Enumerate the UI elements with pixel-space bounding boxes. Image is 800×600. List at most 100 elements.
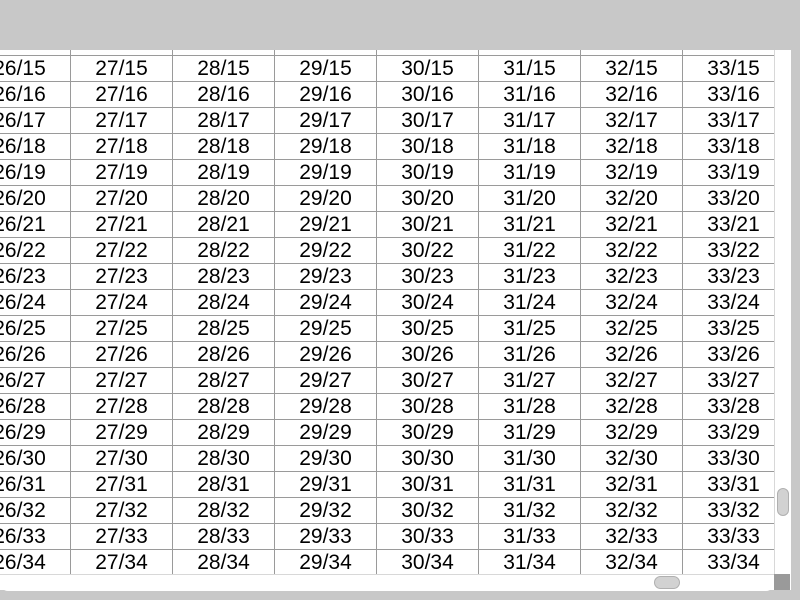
- table-cell[interactable]: 29/22: [274, 237, 377, 264]
- table-cell[interactable]: 31/33: [478, 523, 581, 550]
- table-cell[interactable]: 32/31: [580, 471, 683, 498]
- table-cell[interactable]: 30/31: [376, 471, 479, 498]
- table-cell[interactable]: 33/16: [682, 81, 785, 108]
- table-cell[interactable]: 28/24: [172, 289, 275, 316]
- horizontal-scrollbar[interactable]: [0, 574, 774, 591]
- table-cell[interactable]: 30/15: [376, 55, 479, 82]
- table-cell[interactable]: 31/29: [478, 419, 581, 446]
- table-cell[interactable]: 27/15: [70, 55, 173, 82]
- table-cell[interactable]: 30/24: [376, 289, 479, 316]
- table-cell[interactable]: 28/31: [172, 471, 275, 498]
- table-cell[interactable]: 28/18: [172, 133, 275, 160]
- table-cell[interactable]: 26/25: [0, 315, 71, 342]
- table-cell[interactable]: 28/29: [172, 419, 275, 446]
- table-cell[interactable]: 31/31: [478, 471, 581, 498]
- table-cell[interactable]: 30/17: [376, 107, 479, 134]
- table-cell[interactable]: 26/19: [0, 159, 71, 186]
- table-cell[interactable]: 28/17: [172, 107, 275, 134]
- table-cell[interactable]: 28/16: [172, 81, 275, 108]
- table-cell[interactable]: 33/34: [682, 549, 785, 576]
- vertical-scroll-thumb[interactable]: [777, 488, 789, 516]
- table-cell[interactable]: 32/33: [580, 523, 683, 550]
- table-cell[interactable]: 28/26: [172, 341, 275, 368]
- table-cell[interactable]: 27/18: [70, 133, 173, 160]
- table-cell[interactable]: 29/32: [274, 497, 377, 524]
- table-cell[interactable]: 28/20: [172, 185, 275, 212]
- table-cell[interactable]: 32/23: [580, 263, 683, 290]
- table-cell[interactable]: 26/26: [0, 341, 71, 368]
- table-cell[interactable]: 33/21: [682, 211, 785, 238]
- table-cell[interactable]: 30/19: [376, 159, 479, 186]
- table-cell[interactable]: 28/22: [172, 237, 275, 264]
- table-cell[interactable]: 31/20: [478, 185, 581, 212]
- table-cell[interactable]: 27/28: [70, 393, 173, 420]
- table-cell[interactable]: 29/28: [274, 393, 377, 420]
- table-cell[interactable]: 30/29: [376, 419, 479, 446]
- table-cell[interactable]: 32/24: [580, 289, 683, 316]
- table-cell[interactable]: 29/21: [274, 211, 377, 238]
- table-cell[interactable]: 26/30: [0, 445, 71, 472]
- table-cell[interactable]: 28/33: [172, 523, 275, 550]
- table-cell[interactable]: 26/27: [0, 367, 71, 394]
- table-cell[interactable]: 29/17: [274, 107, 377, 134]
- table-cell[interactable]: 27/27: [70, 367, 173, 394]
- table-cell[interactable]: 31/30: [478, 445, 581, 472]
- cell-grid[interactable]: 26/1427/1428/1429/1430/1431/1432/1433/14…: [0, 50, 785, 576]
- table-cell[interactable]: 32/22: [580, 237, 683, 264]
- table-cell[interactable]: 29/20: [274, 185, 377, 212]
- table-cell[interactable]: 32/15: [580, 55, 683, 82]
- table-cell[interactable]: 31/17: [478, 107, 581, 134]
- table-cell[interactable]: 33/18: [682, 133, 785, 160]
- table-cell[interactable]: 29/19: [274, 159, 377, 186]
- horizontal-scroll-thumb[interactable]: [654, 576, 680, 589]
- spreadsheet-viewport[interactable]: 26/1427/1428/1429/1430/1431/1432/1433/14…: [0, 50, 790, 590]
- table-cell[interactable]: 28/28: [172, 393, 275, 420]
- table-cell[interactable]: 27/21: [70, 211, 173, 238]
- table-cell[interactable]: 33/15: [682, 55, 785, 82]
- table-cell[interactable]: 32/25: [580, 315, 683, 342]
- table-cell[interactable]: 30/21: [376, 211, 479, 238]
- table-cell[interactable]: 27/33: [70, 523, 173, 550]
- table-cell[interactable]: 31/34: [478, 549, 581, 576]
- table-cell[interactable]: 26/23: [0, 263, 71, 290]
- table-cell[interactable]: 29/27: [274, 367, 377, 394]
- table-cell[interactable]: 27/22: [70, 237, 173, 264]
- table-cell[interactable]: 31/28: [478, 393, 581, 420]
- table-cell[interactable]: 33/17: [682, 107, 785, 134]
- table-cell[interactable]: 31/27: [478, 367, 581, 394]
- table-cell[interactable]: 26/24: [0, 289, 71, 316]
- table-cell[interactable]: 26/17: [0, 107, 71, 134]
- table-cell[interactable]: 28/21: [172, 211, 275, 238]
- table-cell[interactable]: 28/15: [172, 55, 275, 82]
- table-cell[interactable]: 26/22: [0, 237, 71, 264]
- table-cell[interactable]: 27/24: [70, 289, 173, 316]
- table-cell[interactable]: 31/22: [478, 237, 581, 264]
- table-cell[interactable]: 27/34: [70, 549, 173, 576]
- table-cell[interactable]: 31/25: [478, 315, 581, 342]
- table-cell[interactable]: 32/29: [580, 419, 683, 446]
- table-cell[interactable]: 28/19: [172, 159, 275, 186]
- table-cell[interactable]: 29/26: [274, 341, 377, 368]
- table-cell[interactable]: 31/26: [478, 341, 581, 368]
- table-cell[interactable]: 29/23: [274, 263, 377, 290]
- table-cell[interactable]: 33/31: [682, 471, 785, 498]
- table-cell[interactable]: 28/30: [172, 445, 275, 472]
- table-cell[interactable]: 32/19: [580, 159, 683, 186]
- table-cell[interactable]: 32/17: [580, 107, 683, 134]
- table-cell[interactable]: 33/19: [682, 159, 785, 186]
- table-cell[interactable]: 26/16: [0, 81, 71, 108]
- table-cell[interactable]: 33/30: [682, 445, 785, 472]
- table-cell[interactable]: 26/28: [0, 393, 71, 420]
- table-cell[interactable]: 29/16: [274, 81, 377, 108]
- table-cell[interactable]: 32/32: [580, 497, 683, 524]
- table-cell[interactable]: 31/15: [478, 55, 581, 82]
- table-cell[interactable]: 30/22: [376, 237, 479, 264]
- table-cell[interactable]: 27/16: [70, 81, 173, 108]
- table-cell[interactable]: 26/20: [0, 185, 71, 212]
- table-cell[interactable]: 27/31: [70, 471, 173, 498]
- table-cell[interactable]: 28/32: [172, 497, 275, 524]
- table-cell[interactable]: 30/23: [376, 263, 479, 290]
- table-cell[interactable]: 31/19: [478, 159, 581, 186]
- table-cell[interactable]: 26/15: [0, 55, 71, 82]
- table-cell[interactable]: 30/20: [376, 185, 479, 212]
